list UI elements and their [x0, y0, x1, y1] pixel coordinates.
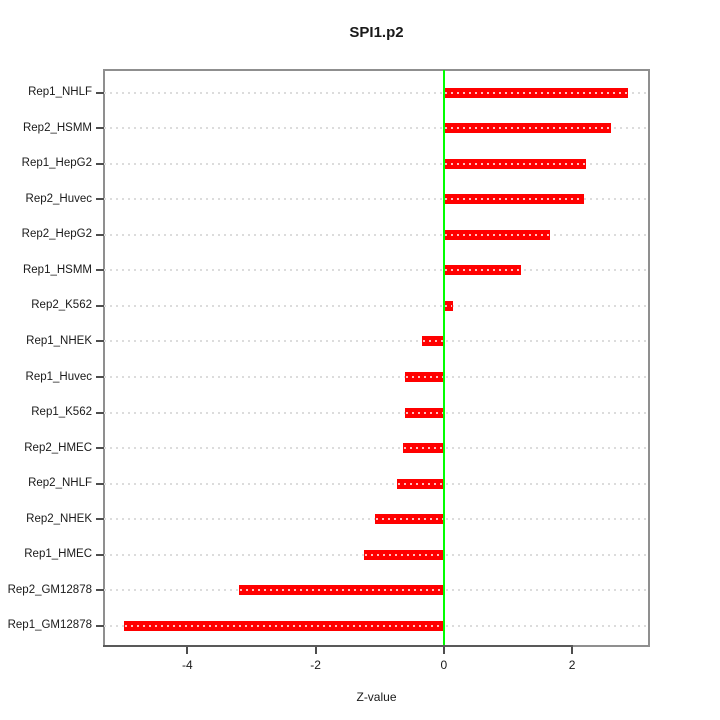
- y-tick: [96, 233, 104, 236]
- bar-gridline-overlay: [444, 233, 550, 236]
- x-tick-label: -4: [182, 658, 193, 672]
- row-gridline: [104, 304, 649, 307]
- bar-gridline-overlay: [444, 91, 628, 94]
- bar-gridline-overlay: [444, 127, 611, 130]
- row-gridline: [104, 269, 649, 272]
- y-tick: [96, 198, 104, 201]
- y-axis-label: Rep2_NHEK: [26, 512, 92, 525]
- x-tick-label: 0: [440, 658, 448, 672]
- y-tick: [96, 624, 104, 627]
- row-gridline: [104, 376, 649, 379]
- y-tick: [96, 269, 104, 272]
- bar: [443, 123, 612, 134]
- row-gridline: [104, 411, 649, 414]
- y-axis-label: Rep1_NHEK: [26, 334, 92, 347]
- y-tick: [96, 447, 104, 450]
- row-gridline: [104, 91, 649, 94]
- y-axis-label: Rep1_NHLF: [28, 86, 92, 98]
- bar: [363, 549, 444, 560]
- y-axis-label: Rep2_HSMM: [22, 121, 92, 134]
- y-tick: [96, 411, 104, 414]
- bar: [443, 265, 521, 276]
- y-axis-label: Rep2_GM12878: [7, 583, 92, 596]
- row-gridline: [104, 233, 649, 236]
- bar: [123, 620, 444, 631]
- x-tick: [442, 647, 445, 654]
- y-axis-label: Rep2_Huvec: [25, 192, 92, 205]
- x-tick: [571, 647, 574, 654]
- bar-gridline-overlay: [444, 269, 520, 272]
- chart-title: SPI1.p2: [349, 24, 404, 41]
- bar: [443, 158, 586, 169]
- bar: [443, 300, 453, 311]
- y-axis-label: Rep2_HepG2: [21, 228, 92, 241]
- bar: [443, 229, 551, 240]
- x-axis-line: [103, 645, 574, 647]
- bar: [239, 585, 444, 596]
- bar: [403, 443, 444, 454]
- x-tick-label: 2: [568, 658, 576, 672]
- row-gridline: [104, 162, 649, 165]
- y-axis-label: Rep2_HMEC: [24, 441, 92, 454]
- bar-gridline-overlay: [404, 447, 443, 450]
- bar-gridline-overlay: [444, 304, 452, 307]
- y-axis-label: Rep2_K562: [31, 299, 92, 312]
- bar-gridline-overlay: [124, 624, 443, 627]
- zero-line: [442, 70, 445, 646]
- row-gridline: [104, 198, 649, 201]
- bar: [443, 87, 629, 98]
- y-tick: [96, 589, 104, 592]
- y-axis-label: Rep1_HMEC: [24, 548, 92, 561]
- x-axis-title: Z-value: [356, 690, 397, 704]
- x-tick: [186, 647, 189, 654]
- bar-gridline-overlay: [444, 162, 585, 165]
- y-tick: [96, 482, 104, 485]
- y-axis-label: Rep2_NHLF: [28, 477, 92, 490]
- y-axis-label: Rep1_HSMM: [22, 263, 92, 276]
- y-axis-label: Rep1_GM12878: [7, 619, 92, 632]
- y-axis-label: Rep1_Huvec: [25, 370, 92, 383]
- bar-gridline-overlay: [406, 376, 443, 379]
- y-tick: [96, 91, 104, 94]
- x-tick: [314, 647, 317, 654]
- bar-gridline-overlay: [240, 589, 443, 592]
- bar: [422, 336, 444, 347]
- y-tick: [96, 304, 104, 307]
- y-tick: [96, 340, 104, 343]
- y-tick: [96, 553, 104, 556]
- bar-gridline-overlay: [375, 518, 443, 521]
- bar-gridline-overlay: [398, 482, 443, 485]
- bar-gridline-overlay: [405, 411, 443, 414]
- bar-gridline-overlay: [444, 198, 583, 201]
- y-axis-label: Rep1_K562: [31, 406, 92, 419]
- bar: [443, 194, 584, 205]
- y-tick: [96, 376, 104, 379]
- y-axis-label: Rep1_HepG2: [21, 157, 92, 170]
- bar: [374, 514, 444, 525]
- bar: [397, 478, 444, 489]
- row-gridline: [104, 127, 649, 130]
- y-tick: [96, 518, 104, 521]
- row-gridline: [104, 482, 649, 485]
- row-gridline: [104, 340, 649, 343]
- y-tick: [96, 127, 104, 130]
- plot-area: -4 -2 0 2: [96, 69, 650, 672]
- bar-gridline-overlay: [423, 340, 443, 343]
- y-tick: [96, 162, 104, 165]
- bar: [404, 407, 444, 418]
- bar: [405, 372, 444, 383]
- bar-gridline-overlay: [364, 553, 443, 556]
- row-gridline: [104, 447, 649, 450]
- x-tick-label: -2: [310, 658, 321, 672]
